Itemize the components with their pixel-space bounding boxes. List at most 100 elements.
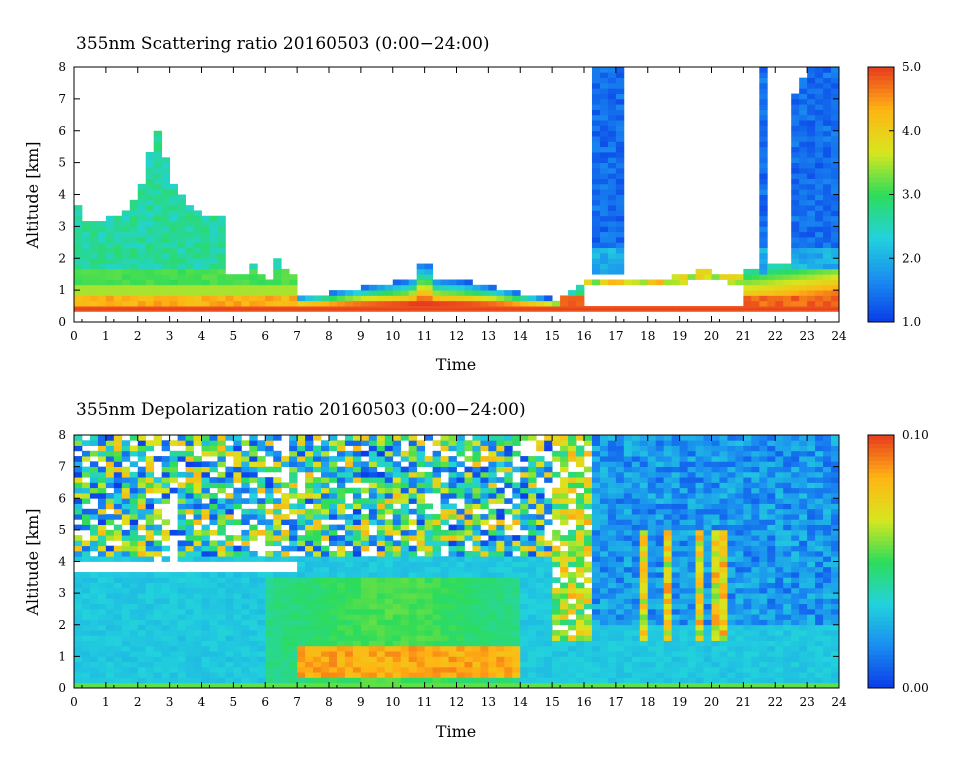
heatmap-cell <box>607 146 617 153</box>
heatmap-cell <box>687 550 696 557</box>
heatmap-cell <box>153 141 163 148</box>
heatmap-cell <box>313 550 322 557</box>
heatmap-cell <box>536 535 545 541</box>
heatmap-cell <box>743 268 752 275</box>
heatmap-cell <box>719 466 728 473</box>
heatmap-cell <box>121 619 131 626</box>
heatmap-cell <box>512 487 521 494</box>
heatmap-cell <box>217 682 226 689</box>
heatmap-cell <box>97 477 107 483</box>
heatmap-cell <box>249 666 258 673</box>
heatmap-cell <box>233 274 242 280</box>
heatmap-cell <box>321 300 330 307</box>
heatmap-cell <box>536 635 545 641</box>
heatmap-cell <box>89 237 99 243</box>
heatmap-cell <box>599 461 609 468</box>
colorbar-segment <box>868 96 894 102</box>
heatmap-cell <box>591 587 601 594</box>
x-tick-label: 7 <box>293 329 301 343</box>
heatmap-cell <box>313 529 322 536</box>
heatmap-cell <box>695 514 704 520</box>
heatmap-cell <box>711 498 720 504</box>
heatmap-cell <box>177 300 186 307</box>
heatmap-cell <box>313 619 322 626</box>
heatmap-cell <box>289 582 298 589</box>
heatmap-cell <box>217 614 226 620</box>
heatmap-cell <box>201 482 210 489</box>
heatmap-cell <box>655 630 665 636</box>
heatmap-cell <box>623 471 633 478</box>
heatmap-cell <box>607 215 617 222</box>
heatmap-cell <box>408 477 418 483</box>
heatmap-cell <box>831 120 840 126</box>
heatmap-cell <box>169 215 178 222</box>
colorbar-segment <box>868 135 894 140</box>
heatmap-cell <box>655 619 665 626</box>
heatmap-cell <box>336 598 346 605</box>
heatmap-cell <box>329 300 338 307</box>
heatmap-cell <box>599 130 609 137</box>
heatmap-cell <box>607 77 617 84</box>
heatmap-cell <box>815 205 824 211</box>
heatmap-cell <box>520 550 529 557</box>
heatmap-cell <box>695 482 704 489</box>
heatmap-cell <box>623 645 633 652</box>
heatmap-cell <box>687 466 696 473</box>
heatmap-cell <box>241 661 250 668</box>
heatmap-cell <box>129 284 139 291</box>
heatmap-cell <box>329 456 338 462</box>
heatmap-cell <box>496 582 505 589</box>
heatmap-cell <box>615 593 625 599</box>
heatmap-cell <box>153 194 163 201</box>
heatmap-cell <box>560 519 569 525</box>
heatmap-cell <box>815 252 824 259</box>
heatmap-cell <box>321 661 330 668</box>
heatmap-cell <box>392 624 402 631</box>
heatmap-cell <box>97 630 107 636</box>
heatmap-cell <box>472 550 481 557</box>
heatmap-cell <box>161 651 171 657</box>
heatmap-cell <box>799 295 808 302</box>
heatmap-cell <box>161 237 171 243</box>
heatmap-cell <box>488 682 497 689</box>
heatmap-cell <box>528 545 537 552</box>
heatmap-cell <box>105 498 115 504</box>
heatmap-cell <box>225 435 234 441</box>
heatmap-cell <box>297 651 306 657</box>
heatmap-cell <box>823 104 832 110</box>
heatmap-cell <box>528 550 537 557</box>
heatmap-cell <box>759 215 768 222</box>
heatmap-cell <box>169 587 178 594</box>
heatmap-cell <box>352 492 362 499</box>
heatmap-cell <box>727 608 736 615</box>
heatmap-cell <box>217 651 226 657</box>
heatmap-cell <box>615 67 625 73</box>
heatmap-cell <box>671 440 681 446</box>
heatmap-cell <box>121 210 131 217</box>
heatmap-cell <box>265 593 274 599</box>
heatmap-cell <box>599 492 609 499</box>
heatmap-cell <box>440 645 449 652</box>
colorbar-tick-label: 3.0 <box>902 188 921 202</box>
heatmap-cell <box>305 540 314 547</box>
heatmap-cell <box>329 503 338 510</box>
heatmap-cell <box>313 561 322 568</box>
heatmap-cell <box>281 587 290 594</box>
heatmap-cell <box>145 614 155 620</box>
heatmap-cell <box>719 435 728 441</box>
heatmap-cell <box>576 666 585 673</box>
x-tick-label: 15 <box>544 329 559 343</box>
heatmap-cell <box>655 279 665 286</box>
heatmap-cell <box>424 435 433 441</box>
heatmap-cell <box>233 300 242 307</box>
heatmap-cell <box>360 498 370 504</box>
heatmap-cell <box>97 582 107 589</box>
heatmap-cell <box>823 194 832 201</box>
heatmap-cell <box>400 566 410 573</box>
heatmap-cell <box>560 645 569 652</box>
heatmap-cell <box>137 450 147 457</box>
heatmap-cell <box>89 435 99 441</box>
heatmap-cell <box>807 231 816 238</box>
heatmap-cell <box>791 141 800 148</box>
heatmap-cell <box>504 508 513 515</box>
